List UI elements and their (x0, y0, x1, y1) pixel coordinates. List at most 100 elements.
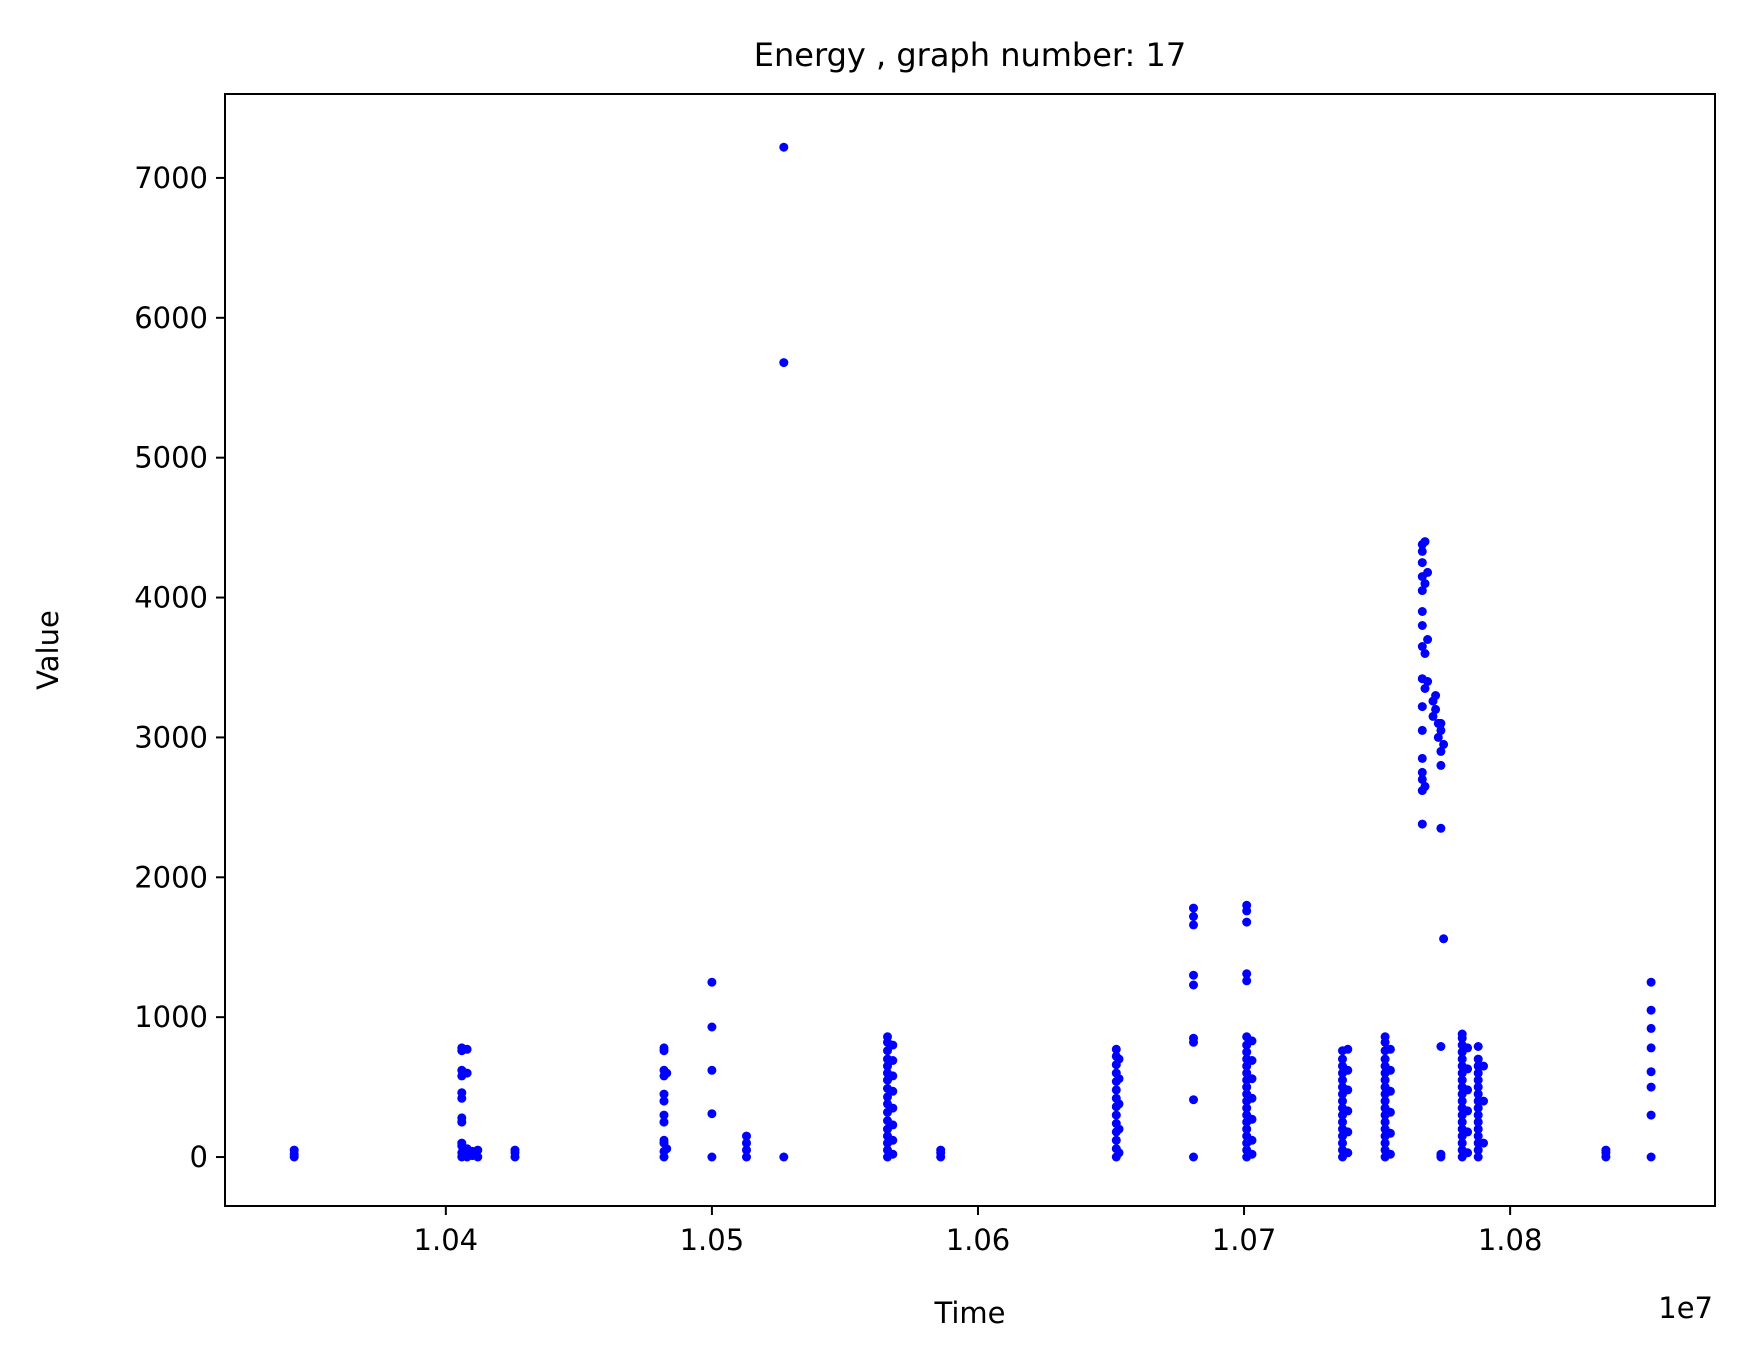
x-axis-offset-label: 1e7 (1658, 1291, 1713, 1325)
data-point (1242, 1047, 1252, 1057)
data-point (742, 1152, 751, 1162)
data-point (1436, 718, 1446, 728)
data-point (1242, 1061, 1252, 1071)
data-points (289, 142, 1656, 1162)
x-axis-ticks: 1.04 1.05 1.06 1.07 1.08 (414, 1206, 1542, 1257)
data-point (1111, 1135, 1121, 1145)
data-point (1380, 1096, 1390, 1106)
y-tick-label: 2000 (134, 860, 208, 894)
y-tick-label: 0 (190, 1140, 208, 1174)
data-point (1473, 1117, 1483, 1127)
x-tick-label: 1.05 (680, 1223, 745, 1257)
data-point (883, 1092, 892, 1102)
data-point (1646, 1082, 1656, 1092)
data-point (888, 1071, 898, 1081)
data-point (1417, 607, 1427, 616)
data-point (473, 1145, 483, 1155)
data-point (1601, 1145, 1611, 1155)
data-point (1380, 1054, 1390, 1064)
data-point (1380, 1032, 1390, 1042)
data-point (1439, 739, 1449, 749)
data-point (1242, 969, 1252, 979)
data-point (1114, 1124, 1124, 1134)
data-point (1385, 1065, 1395, 1075)
data-point (1423, 635, 1433, 644)
data-point (1189, 903, 1198, 913)
data-point (1417, 558, 1427, 568)
data-point (1463, 1148, 1473, 1158)
data-point (1114, 1099, 1124, 1109)
data-point (1473, 1152, 1483, 1162)
data-point (1242, 900, 1252, 910)
data-point (1242, 976, 1252, 986)
data-point (1417, 702, 1427, 712)
data-point (1189, 1152, 1198, 1162)
data-point (742, 1131, 751, 1141)
data-point (888, 1135, 898, 1145)
data-point (707, 1109, 717, 1119)
data-point (1646, 1110, 1656, 1120)
data-point (1111, 1110, 1121, 1120)
x-tick-label: 1.04 (414, 1223, 479, 1257)
data-point (1439, 934, 1449, 944)
data-point (1417, 774, 1427, 784)
data-point (883, 1061, 892, 1071)
data-point (1343, 1044, 1353, 1054)
data-point (1343, 1065, 1353, 1075)
data-point (1463, 1127, 1473, 1137)
data-point (888, 1040, 898, 1050)
data-point (1189, 912, 1198, 921)
data-point (1417, 819, 1427, 829)
data-point (457, 1138, 467, 1148)
data-point (1420, 684, 1430, 693)
x-axis-label: Time (934, 1296, 1006, 1330)
data-point (659, 1110, 669, 1120)
data-point (1420, 579, 1430, 589)
data-point (1417, 642, 1427, 651)
data-point (1473, 1103, 1483, 1113)
data-point (936, 1145, 946, 1155)
data-point (1114, 1054, 1124, 1064)
data-point (1463, 1043, 1473, 1053)
data-point (659, 1043, 669, 1053)
data-point (779, 1152, 789, 1162)
y-tick-label: 5000 (134, 441, 208, 475)
data-point (1463, 1064, 1473, 1074)
data-point (1338, 1138, 1347, 1148)
data-point (1420, 649, 1430, 658)
data-point (1436, 1149, 1446, 1159)
data-point (1417, 546, 1427, 556)
data-point (707, 1022, 717, 1032)
data-point (1473, 1145, 1483, 1155)
data-point (1646, 977, 1656, 987)
data-point (1646, 1152, 1656, 1162)
data-point (888, 1086, 898, 1096)
chart-title: Energy , graph number: 17 (754, 36, 1186, 74)
x-tick-label: 1.07 (1212, 1223, 1277, 1257)
data-point (1380, 1138, 1390, 1148)
data-point (1114, 1074, 1124, 1084)
data-point (1463, 1106, 1473, 1116)
data-point (1457, 1054, 1467, 1064)
data-point (1242, 1124, 1252, 1134)
data-point (1380, 1075, 1390, 1085)
data-point (1433, 732, 1443, 742)
data-point (1463, 1085, 1473, 1095)
data-point (1417, 725, 1427, 735)
data-point (1111, 1085, 1121, 1095)
data-point (779, 142, 789, 152)
data-point (1247, 1135, 1257, 1145)
data-point (1338, 1054, 1347, 1064)
data-point (1385, 1107, 1395, 1117)
y-tick-label: 4000 (134, 581, 208, 615)
data-point (1343, 1127, 1353, 1137)
data-point (289, 1145, 299, 1155)
data-point (1473, 1089, 1483, 1099)
data-point (1436, 1042, 1446, 1051)
data-point (1431, 704, 1441, 714)
data-point (1385, 1128, 1395, 1138)
data-point (1247, 1149, 1257, 1159)
data-point (779, 358, 789, 368)
